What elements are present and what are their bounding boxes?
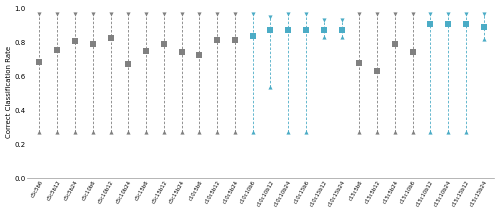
Y-axis label: Correct Classification Rate: Correct Classification Rate bbox=[6, 46, 12, 138]
